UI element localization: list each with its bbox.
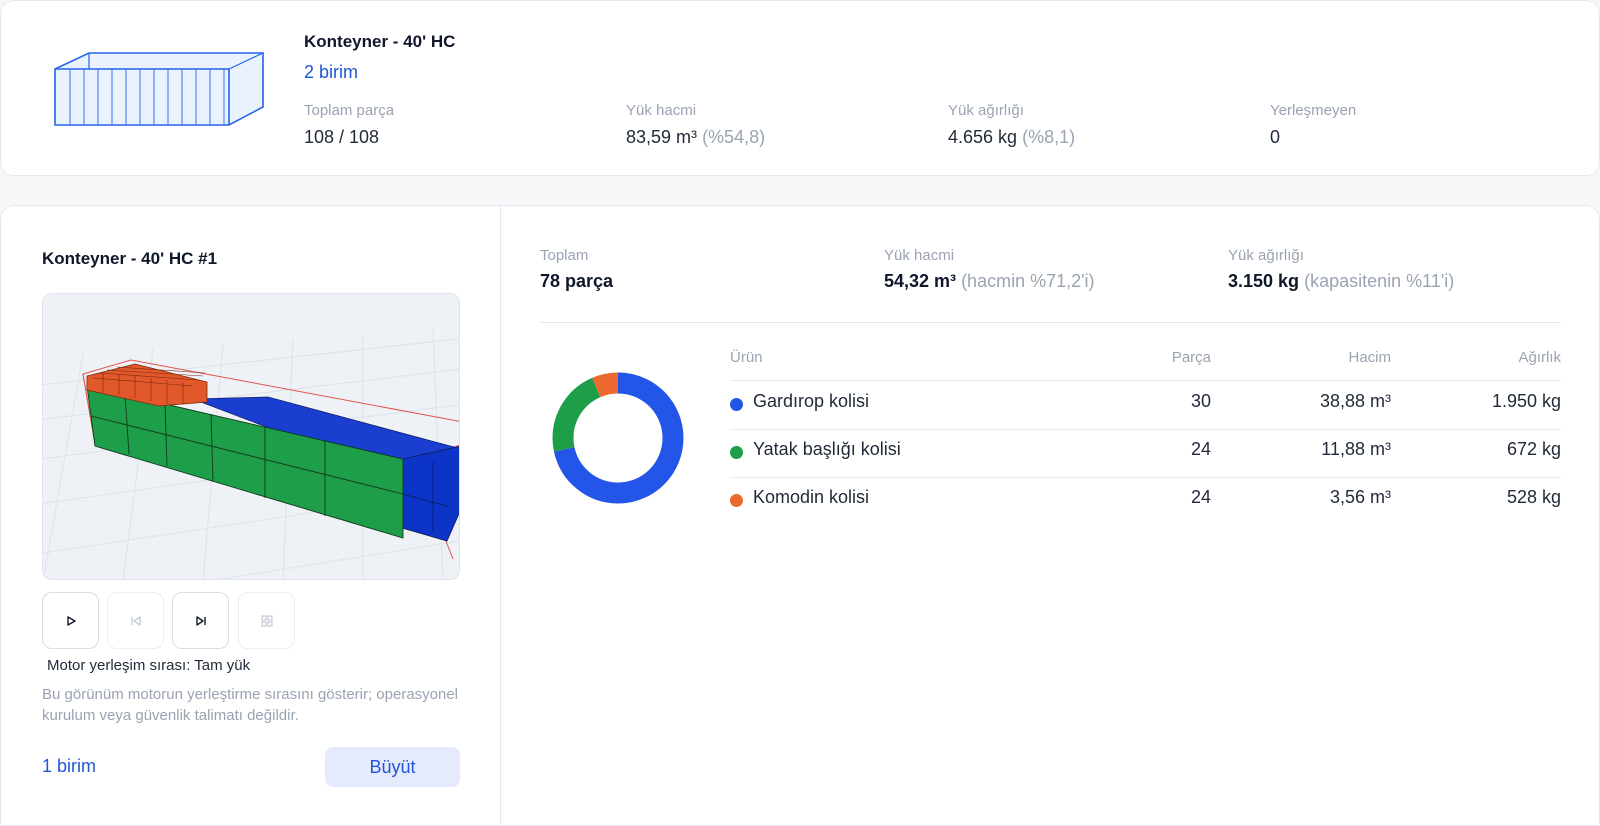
row-product-name: Gardırop kolisi (753, 391, 870, 411)
volume-donut-chart (552, 372, 684, 504)
skip-back-icon (130, 615, 141, 626)
stat-unplaced-value: 0 (1270, 127, 1281, 147)
load-volume-value: 54,32 m³ (884, 271, 957, 291)
row-weight: 672 kg (1506, 439, 1561, 459)
grid-icon (260, 614, 273, 627)
total-label: Toplam (540, 247, 589, 264)
load-weight: 3.150 kg (kapasitenin %11'i) (1228, 271, 1454, 292)
stat-volume-percent: (%54,8) (702, 127, 766, 147)
row-volume: 11,88 m³ (1321, 439, 1391, 459)
step-back-button[interactable] (107, 592, 164, 649)
placement-order-label: Motor yerleşim sırası: Tam yük (47, 657, 251, 674)
summary-title: Konteyner - 40' HC (304, 32, 456, 51)
3d-load-viewer[interactable] (42, 293, 460, 580)
stat-volume: 83,59 m³ (%54,8) (626, 127, 765, 148)
container-icon (54, 52, 264, 126)
totals-divider (540, 322, 1561, 323)
stat-weight: 4.656 kg (%8,1) (948, 127, 1075, 148)
donut-hole (574, 394, 662, 482)
row-weight: 528 kg (1506, 487, 1561, 507)
stat-total-pieces-label: Toplam parça (304, 102, 395, 119)
row-product-name: Yatak başlığı kolisi (753, 439, 901, 459)
row-pieces: 24 (1190, 487, 1211, 507)
row-weight: 1.950 kg (1491, 391, 1561, 411)
load-volume-extra: (hacmin %71,2'i) (961, 271, 1095, 291)
row-divider (730, 429, 1561, 430)
col-volume-header: Hacim (1348, 349, 1391, 366)
panel-divider (500, 206, 501, 826)
play-button[interactable] (42, 592, 99, 649)
load-3d-render (43, 328, 459, 579)
container-detail-card: Konteyner - 40' HC #1 (0, 205, 1600, 826)
load-volume-label: Yük hacmi (884, 247, 955, 264)
col-product-header: Ürün (730, 349, 763, 366)
komodin-color-dot (730, 494, 743, 507)
load-weight-label: Yük ağırlığı (1228, 247, 1304, 264)
row-divider (730, 477, 1561, 478)
skip-forward-icon (195, 615, 206, 626)
grid-view-button[interactable] (238, 592, 295, 649)
row-product-name: Komodin kolisi (753, 487, 870, 507)
play-icon (66, 615, 76, 626)
container-units-link[interactable]: 1 birim (42, 756, 97, 776)
row-volume: 38,88 m³ (1319, 391, 1391, 411)
enlarge-button[interactable]: Büyüt (325, 747, 460, 787)
header-divider (730, 380, 1561, 381)
step-forward-button[interactable] (172, 592, 229, 649)
donut-slice-1 (552, 372, 684, 504)
stat-volume-value: 83,59 m³ (626, 127, 698, 147)
load-volume: 54,32 m³ (hacmin %71,2'i) (884, 271, 1095, 292)
stat-unplaced-label: Yerleşmeyen (1270, 102, 1357, 119)
col-weight-header: Ağırlık (1518, 349, 1561, 366)
stat-total-pieces-value: 108 / 108 (304, 127, 380, 147)
col-pieces-header: Parça (1171, 349, 1211, 366)
gardirop-color-dot (730, 398, 743, 411)
placement-note: Bu görünüm motorun yerleştirme sırasını … (42, 686, 459, 724)
summary-units-link[interactable]: 2 birim (304, 62, 359, 82)
stat-weight-label: Yük ağırlığı (948, 102, 1024, 119)
total-pieces: 78 parça (540, 271, 614, 291)
row-pieces: 30 (1190, 391, 1211, 411)
load-weight-value: 3.150 kg (1228, 271, 1300, 291)
stat-volume-label: Yük hacmi (626, 102, 697, 119)
total-value: 78 parça (540, 271, 613, 292)
row-pieces: 24 (1190, 439, 1211, 459)
load-weight-extra: (kapasitenin %11'i) (1304, 271, 1455, 291)
yatak-color-dot (730, 446, 743, 459)
row-volume: 3,56 m³ (1329, 487, 1391, 507)
stat-weight-percent: (%8,1) (1022, 127, 1076, 147)
stat-weight-value: 4.656 kg (948, 127, 1018, 147)
summary-card: Konteyner - 40' HC 2 birim Toplam parça … (0, 0, 1600, 176)
donut-slice-2 (552, 372, 684, 504)
container-title: Konteyner - 40' HC #1 (42, 249, 218, 268)
